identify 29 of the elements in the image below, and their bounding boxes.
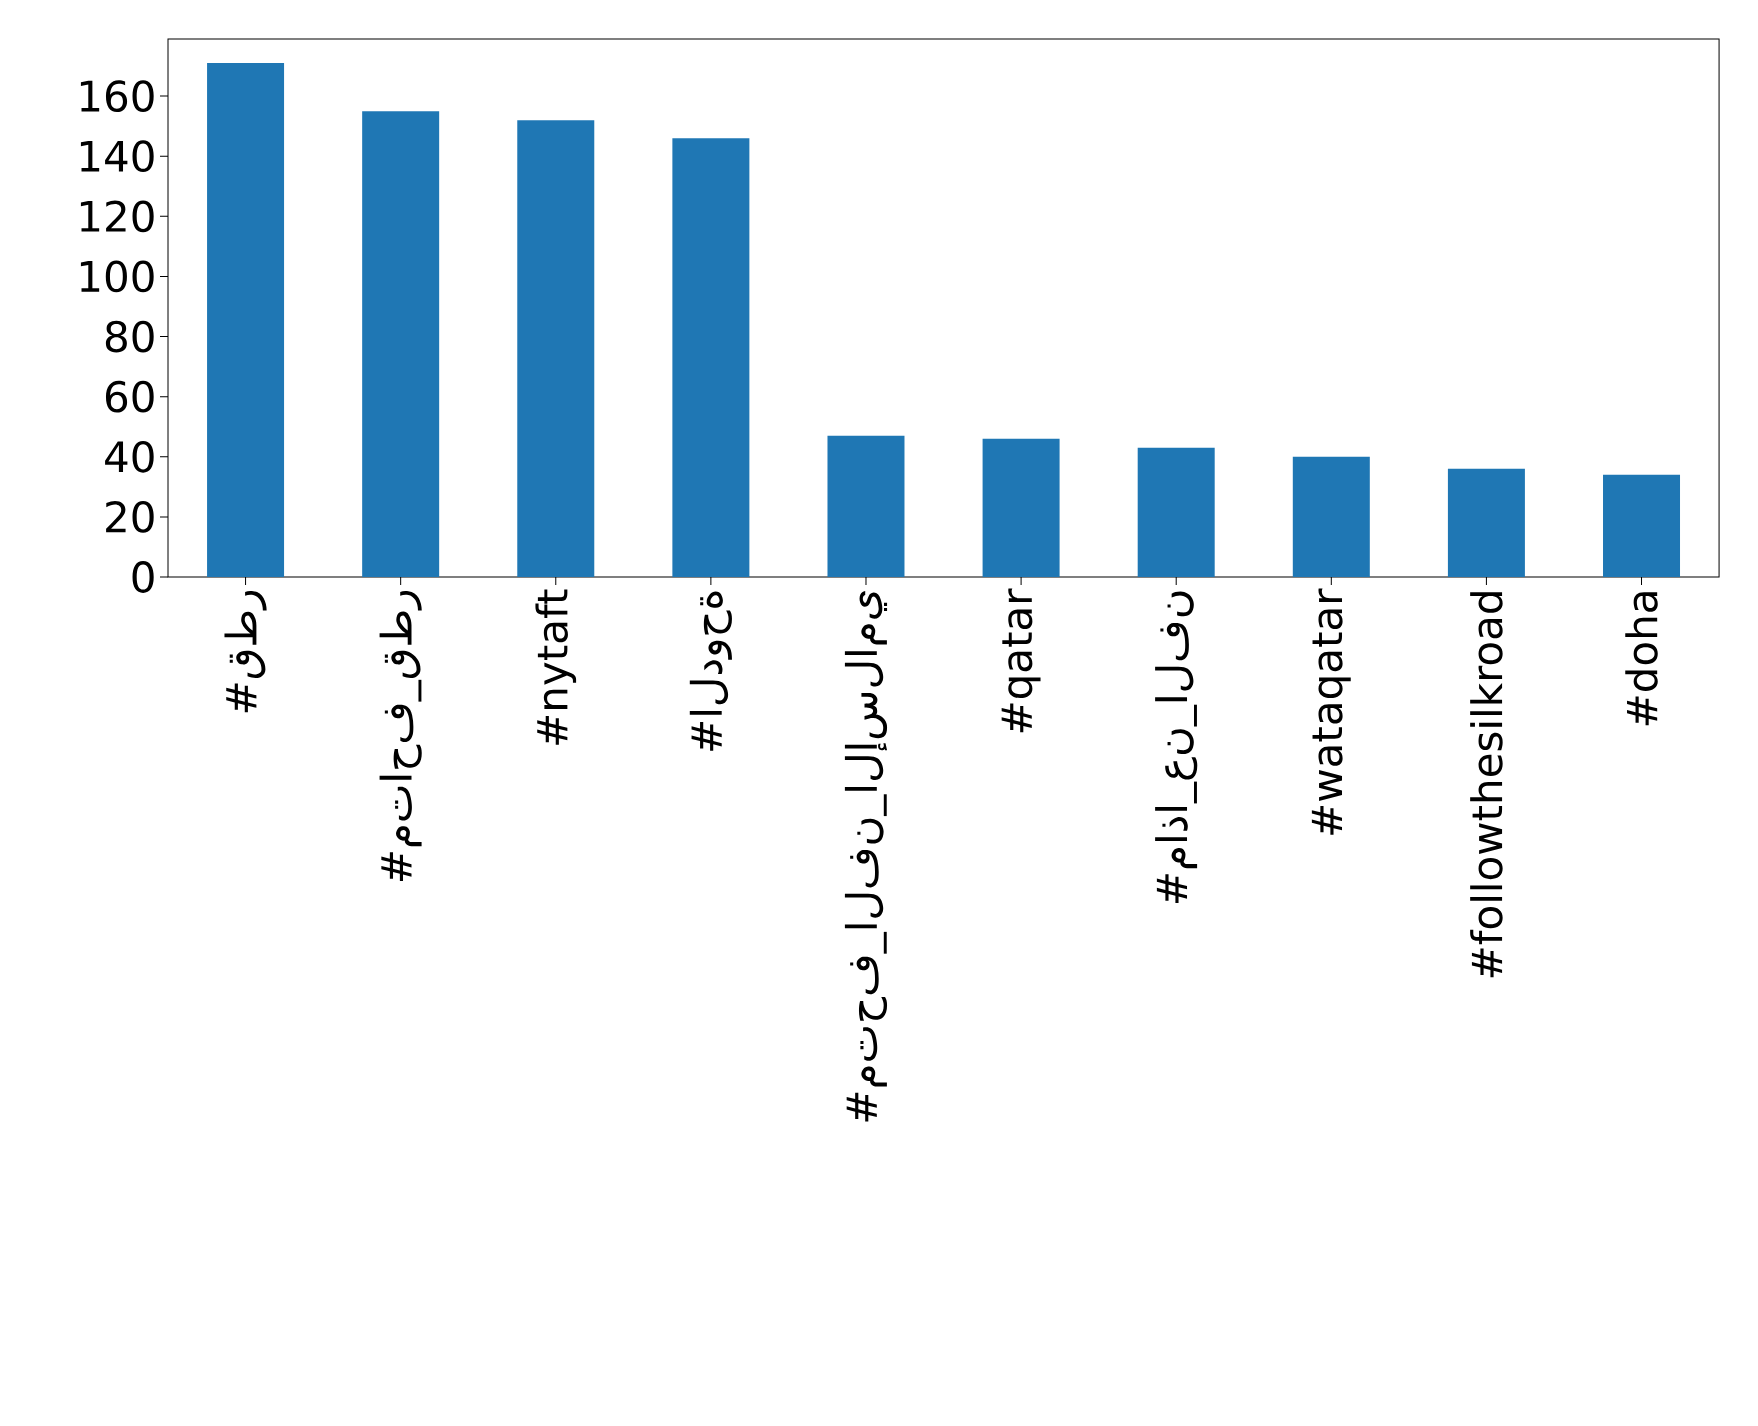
x-tick-label: #قطر bbox=[224, 591, 267, 713]
bar bbox=[207, 63, 285, 577]
y-tick-label: 160 bbox=[80, 80, 154, 112]
x-tick-label: #nytaft bbox=[535, 589, 577, 745]
x-tick-label: #followthesilkroad bbox=[1470, 592, 1503, 978]
bar bbox=[1292, 456, 1370, 577]
x-tick-label: #متحف_الفن_الإسلامي bbox=[844, 591, 888, 1122]
y-tick-label: 40 bbox=[105, 440, 154, 473]
x-tick-label: #doha bbox=[1625, 592, 1658, 726]
bar bbox=[827, 435, 905, 577]
x-tick-label: #qatar bbox=[1001, 588, 1041, 733]
y-tick-label: 120 bbox=[80, 200, 154, 233]
y-tick-label: 140 bbox=[80, 140, 154, 173]
y-tick-label: 100 bbox=[80, 260, 154, 293]
bar bbox=[1603, 474, 1681, 577]
y-tick-label: 80 bbox=[105, 320, 154, 353]
bar bbox=[362, 111, 440, 577]
x-tick-label: #متاحف_قطر bbox=[379, 591, 422, 882]
x-tick-label: #الدوحة bbox=[689, 591, 732, 751]
y-tick-label: 20 bbox=[106, 501, 154, 533]
bar bbox=[982, 438, 1060, 577]
bar bbox=[1447, 468, 1525, 577]
y-tick-label: 60 bbox=[105, 380, 154, 413]
y-tick-label: 0 bbox=[132, 561, 154, 593]
bar bbox=[1137, 447, 1215, 577]
bar bbox=[672, 138, 750, 577]
x-tick-label: #wataqatar bbox=[1311, 588, 1351, 835]
x-tick-label: #ماذا_عن_الفن bbox=[1155, 591, 1198, 903]
bar bbox=[517, 120, 595, 577]
